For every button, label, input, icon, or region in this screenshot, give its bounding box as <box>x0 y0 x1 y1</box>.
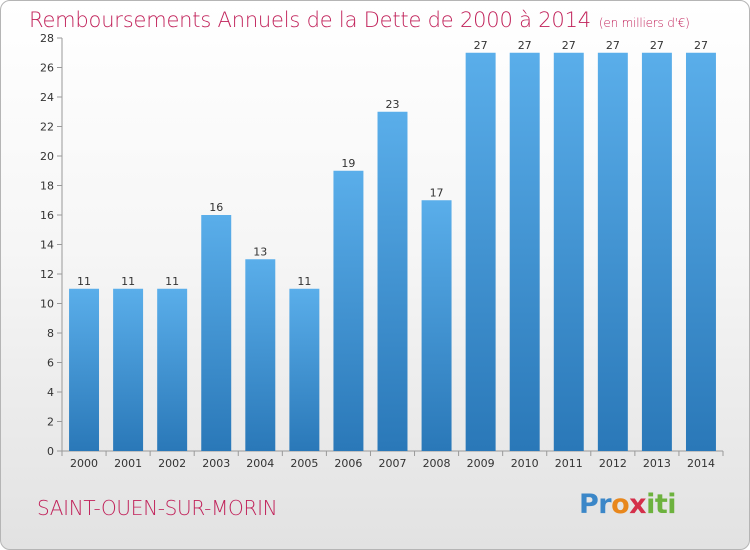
x-tick-label-2004: 2004 <box>246 457 274 470</box>
y-tick-label: 18 <box>40 180 54 193</box>
y-tick-label: 28 <box>40 32 54 45</box>
bar-2012 <box>597 52 628 451</box>
data-label-2004: 13 <box>253 245 267 258</box>
data-label-2009: 27 <box>474 39 488 52</box>
x-tick-label-2000: 2000 <box>70 457 98 470</box>
x-tick-label-2010: 2010 <box>511 457 539 470</box>
y-tick-label: 12 <box>40 268 54 281</box>
data-label-2001: 11 <box>121 275 135 288</box>
y-tick-label: 24 <box>40 91 54 104</box>
y-tick-label: 26 <box>40 62 54 75</box>
y-tick-label: 4 <box>47 386 54 399</box>
bars <box>69 52 716 451</box>
bar-2003 <box>201 215 232 451</box>
data-label-2000: 11 <box>77 275 91 288</box>
y-tick-label: 8 <box>47 327 54 340</box>
y-tick-label: 0 <box>47 445 54 458</box>
bar-2008 <box>421 200 452 451</box>
y-tick-label: 20 <box>40 150 54 163</box>
data-labels: 11 11 11 16 13 11 19 23 17 27 27 27 27 27 27 <box>77 39 708 288</box>
bar-2014 <box>685 52 716 451</box>
x-tick-label-2007: 2007 <box>379 457 407 470</box>
data-label-2013: 27 <box>650 39 664 52</box>
bar-2005 <box>289 288 320 451</box>
y-tick-label: 16 <box>40 209 54 222</box>
bar-2006 <box>333 170 364 451</box>
x-tick-label-2006: 2006 <box>334 457 362 470</box>
title-unit: (en milliers d'€) <box>598 16 690 30</box>
x-tick-label-2012: 2012 <box>599 457 627 470</box>
bar-2011 <box>553 52 584 451</box>
data-label-2014: 27 <box>694 39 708 52</box>
bar-2013 <box>641 52 672 451</box>
data-label-2012: 27 <box>606 39 620 52</box>
x-tick-label-2002: 2002 <box>158 457 186 470</box>
x-tick-label-2003: 2003 <box>202 457 230 470</box>
x-tick-label-2008: 2008 <box>423 457 451 470</box>
data-label-2011: 27 <box>562 39 576 52</box>
y-tick-label: 10 <box>40 298 54 311</box>
data-label-2005: 11 <box>297 275 311 288</box>
bar-2009 <box>465 52 496 451</box>
data-label-2008: 17 <box>430 186 444 199</box>
y-tick-label: 2 <box>47 416 54 429</box>
chart-title: Remboursements Annuels de la Dette de 20… <box>29 8 690 32</box>
bar-2000 <box>69 288 100 451</box>
x-tick-label-2013: 2013 <box>643 457 671 470</box>
data-label-2006: 19 <box>341 157 355 170</box>
data-label-2010: 27 <box>518 39 532 52</box>
data-label-2002: 11 <box>165 275 179 288</box>
bar-2004 <box>245 259 276 451</box>
y-tick-label: 6 <box>47 357 54 370</box>
y-tick-label: 14 <box>40 239 54 252</box>
bar-2010 <box>509 52 540 451</box>
proxiti-logo: Proxiti <box>579 489 677 520</box>
x-tick-label-2011: 2011 <box>555 457 583 470</box>
y-tick-label: 22 <box>40 121 54 134</box>
x-tick-label-2014: 2014 <box>687 457 715 470</box>
city-name: SAINT-OUEN-SUR-MORIN <box>37 496 278 520</box>
data-label-2003: 16 <box>209 201 223 214</box>
title-text: Remboursements Annuels de la Dette de 20… <box>29 8 591 32</box>
data-label-2007: 23 <box>386 98 400 111</box>
bar-2001 <box>113 288 144 451</box>
x-tick-label-2001: 2001 <box>114 457 142 470</box>
x-tick-label-2009: 2009 <box>467 457 495 470</box>
x-tick-label-2005: 2005 <box>290 457 318 470</box>
bar-2002 <box>157 288 188 451</box>
bar-2007 <box>377 111 408 451</box>
